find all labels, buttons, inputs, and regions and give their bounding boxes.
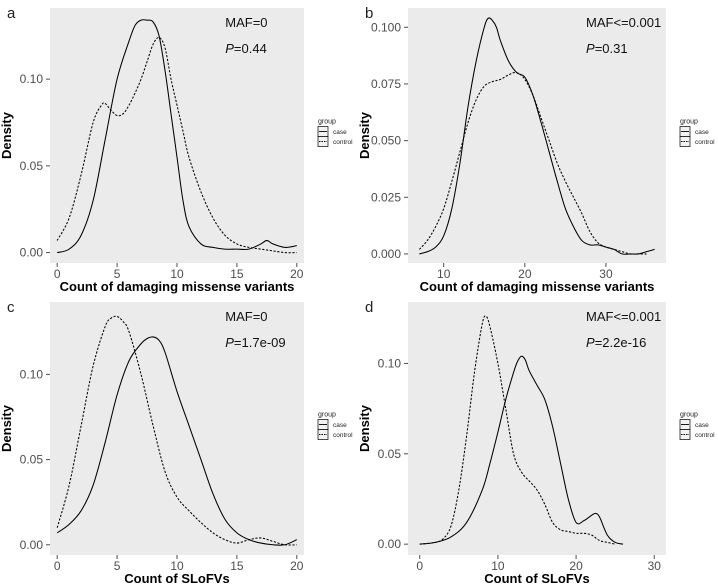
x-tick-label: 20 [290,267,304,281]
x-tick-label: 10 [170,559,184,573]
legend-label-case: case [695,129,709,136]
series-line-control [56,315,297,546]
x-tick-label: 15 [230,267,244,281]
p-symbol: P [225,41,234,56]
series-line-case [419,355,624,545]
annotation-p-value: P=0.31 [586,41,628,56]
x-tick-label: 30 [648,559,662,573]
x-tick-label: 10 [491,559,505,573]
x-tick-label: 10 [170,267,184,281]
x-tick-label: 5 [114,559,121,573]
p-symbol: P [225,335,234,350]
legend-label-case: case [333,129,347,136]
annotation-maf: MAF<=0.001 [586,15,661,30]
p-symbol: P [586,335,595,350]
p-value-text: =2.2e-16 [595,335,647,350]
legend: group case control [317,119,353,147]
y-tick-label: 0.00 [378,537,402,551]
y-axis-title: Density [0,111,14,159]
plot-background [50,8,304,263]
panel-letter: c [7,299,15,316]
legend-label-control: control [333,139,353,146]
x-tick-label: 5 [114,267,121,281]
legend: group case control [679,119,715,147]
y-tick-label: 0.075 [371,77,401,91]
y-axis-title: Density [0,404,14,452]
annotation-p-value: P=0.44 [225,41,267,56]
p-value-text: =0.44 [234,41,267,56]
series-line-control [56,36,297,254]
legend-title: group [318,119,336,126]
annotation-p-value: P=2.2e-16 [586,335,646,350]
plot-background [408,302,666,555]
x-tick-label: 0 [54,559,61,573]
x-tick-label: 30 [599,267,613,281]
legend-title: group [318,412,336,419]
panel-d: d 0.00 0.05 0.10 0 10 20 30 Count of SLoFVs Densi… [357,299,715,586]
x-axis-title: Count of SLoFVs [484,571,589,586]
y-tick-label: 0.00 [20,538,44,552]
legend-title: group [680,119,698,126]
y-axis-title: Density [357,404,372,452]
y-tick-label: 0.100 [371,20,401,34]
panel-c: c 0.00 0.05 0.10 0 5 10 15 20 Count of SLoFVs Dens… [0,299,353,586]
p-value-text: =0.31 [595,41,628,56]
x-tick-label: 0 [54,267,61,281]
y-tick-label: 0.000 [371,247,401,261]
legend-title: group [680,412,698,419]
annotation-p-value: P=1.7e-09 [225,335,285,350]
x-tick-label: 15 [230,559,244,573]
legend-label-case: case [333,422,347,429]
x-axis-title: Count of SLoFVs [124,571,229,586]
p-value-text: =1.7e-09 [234,335,286,350]
y-tick-label: 0.00 [20,246,44,260]
legend: group case control [317,412,353,440]
plot-background [50,302,304,555]
legend: group case control [679,412,715,440]
x-tick-label: 20 [290,559,304,573]
annotation-maf: MAF=0 [225,15,267,30]
series-line-case [57,19,297,254]
plot-background [408,8,666,263]
y-tick-label: 0.05 [378,447,402,461]
series-line-case [419,17,655,255]
x-tick-label: 0 [416,559,423,573]
legend-label-control: control [695,139,715,146]
legend-label-control: control [333,432,353,439]
panel-letter: d [365,299,373,316]
panel-letter: a [7,5,16,22]
y-tick-label: 0.05 [20,159,44,173]
y-tick-label: 0.10 [378,356,402,370]
x-tick-label: 20 [518,267,532,281]
p-symbol: P [586,41,595,56]
y-tick-label: 0.10 [20,72,44,86]
x-tick-label: 20 [569,559,583,573]
y-tick-label: 0.05 [20,453,44,467]
series-line-control [418,71,647,255]
x-axis-title: Count of damaging missense variants [60,279,295,294]
annotation-maf: MAF=0 [225,309,267,324]
y-tick-label: 0.025 [371,190,401,204]
series-line-case [56,336,298,546]
x-tick-label: 10 [437,267,451,281]
legend-label-control: control [695,432,715,439]
y-tick-label: 0.10 [20,367,44,381]
panel-letter: b [365,5,373,22]
series-line-control [419,315,616,545]
y-tick-label: 0.050 [371,134,401,148]
x-axis-title: Count of damaging missense variants [420,279,655,294]
legend-label-case: case [695,422,709,429]
y-axis-title: Density [357,111,372,159]
annotation-maf: MAF<=0.001 [586,309,661,324]
